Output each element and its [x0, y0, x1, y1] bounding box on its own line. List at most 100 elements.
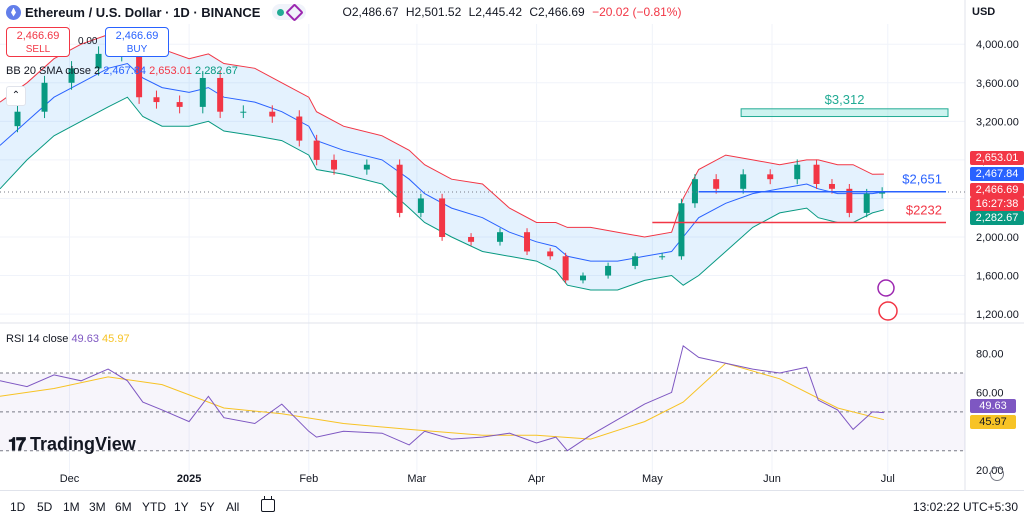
candle-body: [14, 111, 21, 127]
timeframe-ytd[interactable]: YTD: [142, 500, 166, 514]
collapse-legend-button[interactable]: ⌃: [6, 86, 26, 106]
candle-body: [580, 275, 586, 281]
rsi-ma-tag: 45.97: [970, 415, 1016, 429]
candle-body: [767, 174, 774, 180]
timeframe-1d[interactable]: 1D: [10, 500, 26, 514]
price-tick-label: 2,000.00: [976, 232, 1019, 244]
ohlc-close: C2,466.69: [529, 5, 585, 19]
event-flag-icon: [878, 301, 898, 321]
rsi-name: RSI 14 close: [6, 333, 69, 345]
candle-body: [740, 174, 747, 189]
candle-body: [240, 111, 247, 113]
rsi-ma-line: [0, 362, 885, 440]
buy-label: BUY: [126, 44, 148, 55]
rsi-legend[interactable]: RSI 14 close 49.63 45.97: [6, 333, 130, 345]
tradingview-logo[interactable]: 𝟏𝟕 TradingView: [8, 434, 136, 455]
candle-body: [605, 265, 612, 276]
price-tick-label: 3,600.00: [976, 78, 1019, 90]
candle-body: [417, 198, 424, 213]
timeframe-1y[interactable]: 1Y: [174, 500, 189, 514]
time-tick-label: Dec: [60, 473, 80, 485]
candle-body: [659, 256, 666, 258]
chevron-up-icon: ⌃: [11, 90, 21, 101]
candle-body: [313, 140, 320, 160]
rsi-tick-label: 80.00: [976, 349, 1004, 361]
price-tick-label: 3,200.00: [976, 116, 1019, 128]
timeframe-all[interactable]: All: [226, 500, 240, 514]
bb-lower-value: 2,282.67: [195, 65, 238, 77]
candle-body: [813, 164, 820, 184]
currency-selector[interactable]: USD: [972, 6, 996, 18]
bb-basis-value: 2,467.84: [103, 65, 147, 77]
candle-body: [396, 164, 403, 213]
timeframe-6m[interactable]: 6M: [115, 500, 132, 514]
price-tag-upper: 2,653.01: [970, 151, 1024, 165]
timeframe-5d[interactable]: 5D: [37, 500, 53, 514]
time-tick-label: Jul: [881, 473, 895, 485]
price-tick-label: 1,600.00: [976, 271, 1019, 283]
resistance-zone: [740, 108, 949, 118]
bb-upper-value: 2,653.01: [149, 65, 192, 77]
time-tick-label: Feb: [299, 473, 318, 485]
candle-body: [846, 188, 853, 213]
candle-body: [331, 159, 338, 170]
level-label: $2,651: [902, 172, 942, 187]
candle-body: [497, 232, 504, 242]
ohlc-high: H2,501.52: [405, 5, 462, 19]
candle-body: [632, 256, 639, 266]
candle-body: [68, 68, 75, 83]
buy-button[interactable]: 2,466.69 BUY: [105, 27, 169, 57]
candle-body: [217, 77, 224, 112]
timeframe-5y[interactable]: 5Y: [200, 500, 215, 514]
candle-body: [794, 164, 801, 180]
bb-name: BB 20 SMA close 2: [6, 65, 101, 77]
candle-body: [879, 191, 886, 194]
clock-readout[interactable]: 13:02:22 UTC+5:30: [912, 500, 1018, 514]
price-tag-last: 2,466.69: [970, 183, 1024, 197]
bottom-toolbar: 1D 5D 1M 3M 6M YTD 1Y 5Y All 13:02:22 UT…: [0, 490, 1024, 523]
chart-header: Ethereum / U.S. Dollar · 1D · BINANCE O2…: [6, 2, 685, 22]
ohlc-readout: O2,486.67 H2,501.52 L2,445.42 C2,466.69 …: [342, 5, 685, 19]
candle-body: [678, 203, 685, 257]
candle-body: [269, 111, 276, 117]
diamond-icon: [285, 2, 305, 22]
price-tag-lower: 2,282.67: [970, 211, 1024, 225]
candle-body: [691, 179, 698, 204]
sell-button[interactable]: 2,466.69 SELL: [6, 27, 70, 57]
timeframe-1m[interactable]: 1M: [63, 500, 80, 514]
sell-price: 2,466.69: [16, 30, 60, 42]
buy-price: 2,466.69: [115, 30, 159, 42]
resistance-zone-label: $3,312: [825, 92, 865, 107]
timeframe-3m[interactable]: 3M: [89, 500, 106, 514]
spread-value: 0.00: [78, 36, 98, 47]
rsi-line: [0, 344, 884, 452]
sell-label: SELL: [25, 44, 51, 55]
candle-body: [863, 193, 870, 213]
price-tick-label: 1,200.00: [976, 309, 1019, 321]
market-status-pill[interactable]: [272, 2, 307, 22]
candle-body: [439, 198, 446, 237]
calendar-icon[interactable]: [261, 496, 275, 512]
price-tag-countdown: 16:27:38: [970, 197, 1024, 211]
candle-body: [153, 97, 160, 103]
rsi-tag: 49.63: [970, 399, 1016, 413]
symbol-title[interactable]: Ethereum / U.S. Dollar · 1D · BINANCE: [25, 4, 261, 20]
ethereum-icon: [6, 4, 21, 20]
time-tick-label: 2025: [177, 473, 201, 485]
gear-icon[interactable]: [990, 467, 1004, 481]
market-open-dot-icon: [277, 8, 285, 16]
event-lightning-icon: [877, 279, 895, 297]
bollinger-legend[interactable]: BB 20 SMA close 2 2,467.84 2,653.01 2,28…: [6, 65, 238, 77]
ohlc-change: −20.02 (−0.81%): [592, 5, 682, 19]
rsi-tick-label: 60.00: [976, 387, 1004, 399]
tradingview-wordmark: TradingView: [30, 434, 136, 454]
time-tick-label: Apr: [528, 473, 545, 485]
candle-body: [547, 251, 554, 257]
time-tick-label: Jun: [763, 473, 781, 485]
price-tag-basis: 2,467.84: [970, 167, 1024, 181]
rsi-ma-value: 45.97: [102, 333, 130, 345]
ohlc-low: L2,445.42: [468, 5, 522, 19]
candle-body: [136, 49, 143, 98]
candle-body: [468, 236, 475, 242]
